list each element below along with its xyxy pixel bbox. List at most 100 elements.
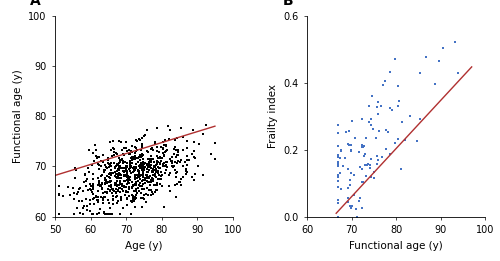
Point [122, 171, 130, 175]
Point [118, 165, 126, 170]
Point [374, 158, 382, 162]
Point [172, 182, 180, 186]
Point [107, 164, 115, 168]
Point [148, 192, 156, 196]
Point [116, 165, 124, 169]
Point [88, 186, 96, 190]
Point [107, 172, 115, 176]
Point [150, 148, 158, 152]
Point [370, 169, 378, 174]
Point [334, 123, 342, 127]
Point [170, 164, 178, 168]
Point [88, 212, 96, 216]
Point [105, 180, 113, 185]
Point [363, 163, 371, 167]
Point [70, 197, 78, 201]
Point [334, 163, 342, 168]
Point [78, 212, 86, 216]
Point [112, 195, 120, 199]
Point [98, 173, 106, 177]
Point [124, 152, 132, 156]
Point [137, 165, 145, 169]
Point [336, 171, 344, 175]
Point [120, 159, 128, 163]
Point [127, 149, 135, 153]
Point [149, 168, 157, 172]
Point [136, 181, 143, 185]
Point [132, 173, 140, 177]
Point [110, 166, 118, 170]
Point [101, 163, 109, 167]
Point [118, 184, 126, 188]
Point [94, 200, 102, 204]
Point [108, 191, 116, 195]
Point [144, 165, 152, 169]
Point [118, 173, 126, 177]
Point [150, 164, 158, 168]
Point [347, 148, 355, 152]
Point [401, 138, 409, 142]
Point [146, 193, 154, 197]
Point [348, 204, 356, 208]
Point [147, 163, 155, 167]
Point [72, 168, 80, 172]
Point [334, 164, 342, 168]
Point [172, 195, 180, 199]
Point [134, 186, 142, 190]
Point [123, 169, 131, 173]
Point [86, 202, 94, 206]
Point [334, 155, 342, 159]
Point [128, 155, 136, 159]
Point [144, 180, 152, 184]
Point [125, 187, 133, 191]
Point [146, 162, 154, 167]
Point [147, 165, 155, 170]
Point [90, 186, 98, 191]
Point [129, 199, 137, 203]
Point [122, 167, 130, 171]
Point [138, 164, 146, 168]
Point [122, 203, 130, 207]
Point [113, 179, 121, 183]
Point [376, 104, 384, 108]
Point [114, 163, 122, 167]
Point [137, 173, 145, 177]
Point [122, 189, 130, 193]
Point [190, 178, 198, 182]
Point [154, 177, 162, 181]
Point [104, 181, 112, 185]
Point [179, 148, 187, 152]
Point [112, 175, 120, 180]
Point [336, 149, 344, 153]
Point [114, 199, 122, 203]
Point [397, 167, 405, 171]
Point [177, 176, 185, 181]
Point [81, 173, 89, 177]
Point [114, 188, 122, 193]
Point [113, 200, 121, 205]
Point [114, 171, 122, 175]
Point [54, 192, 62, 196]
Point [125, 185, 133, 189]
Point [126, 178, 134, 182]
Point [368, 94, 376, 98]
Point [144, 175, 152, 179]
Point [148, 190, 156, 194]
Point [103, 191, 111, 195]
Point [138, 136, 146, 140]
Point [97, 184, 105, 188]
Point [152, 149, 160, 153]
Point [144, 162, 152, 166]
Point [334, 201, 342, 205]
Point [364, 104, 372, 108]
Point [361, 152, 369, 156]
Point [140, 133, 148, 137]
Point [391, 141, 399, 145]
Point [139, 173, 147, 177]
Point [130, 183, 138, 188]
Point [126, 165, 134, 169]
Point [112, 151, 120, 155]
Point [122, 169, 130, 173]
Point [147, 178, 155, 182]
Point [102, 182, 110, 186]
